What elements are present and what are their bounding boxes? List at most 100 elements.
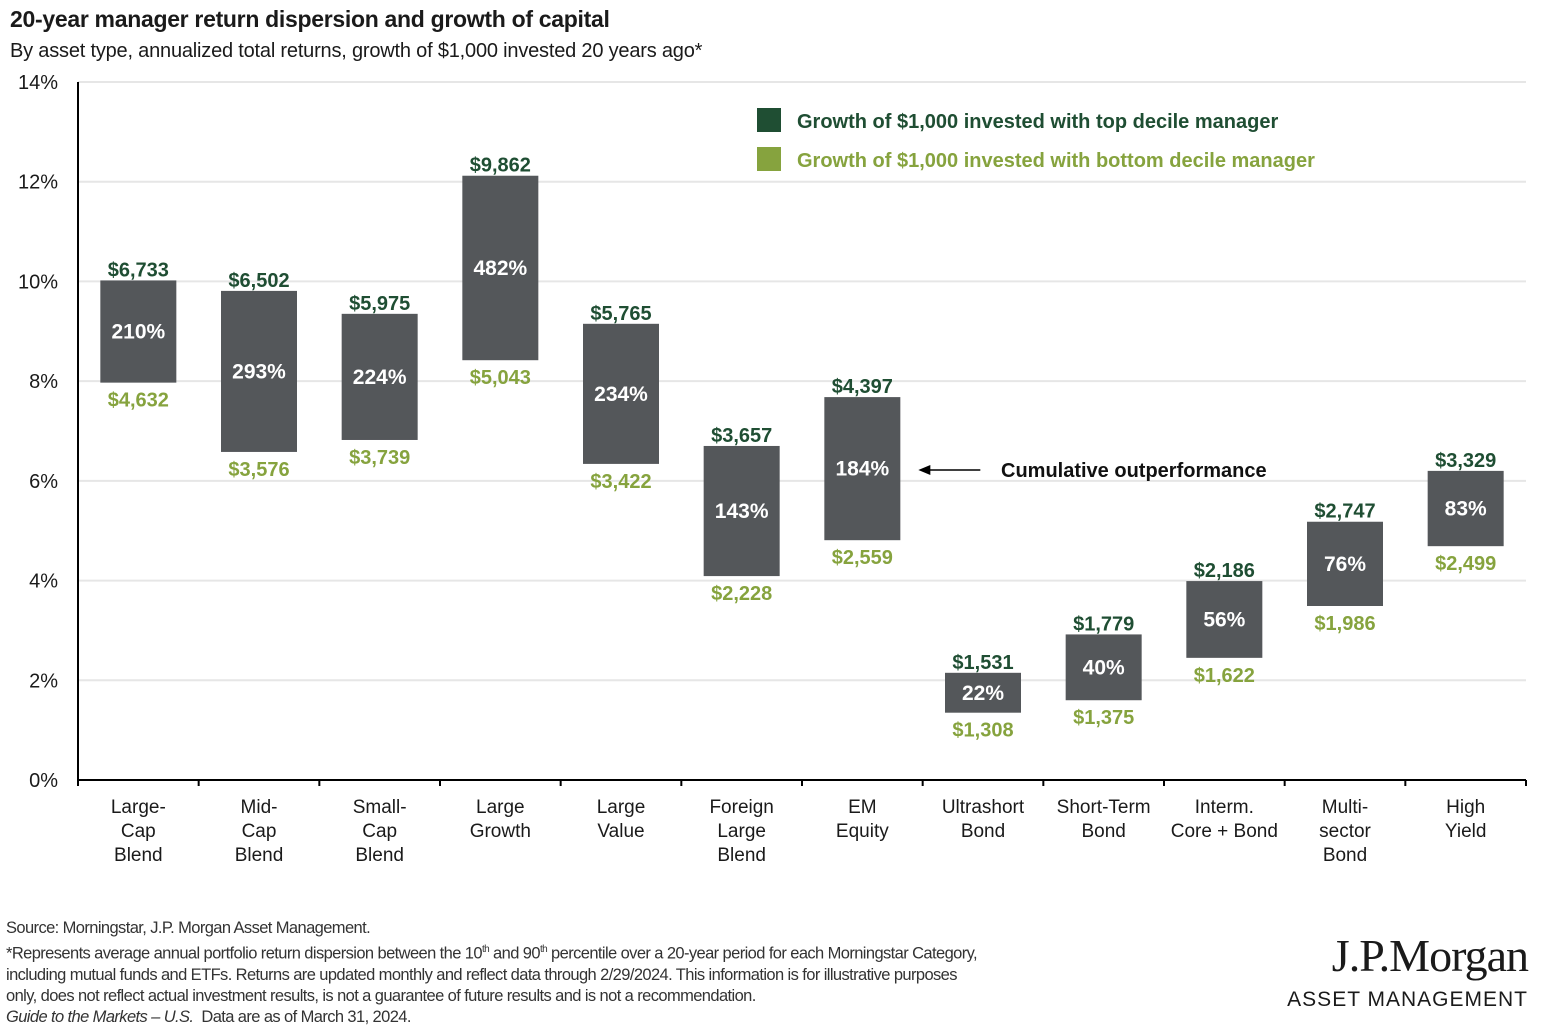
- x-category-line: High: [1446, 797, 1485, 818]
- outperformance-label: 56%: [1203, 608, 1245, 631]
- x-category-line: Bond: [1081, 821, 1125, 842]
- data-date: Data are as of March 31, 2024.: [193, 1007, 411, 1026]
- legend-label: Growth of $1,000 invested with top decil…: [797, 111, 1278, 133]
- logo-subtitle: ASSET MANAGEMENT: [1287, 988, 1528, 1011]
- outperformance-label: 234%: [594, 383, 648, 406]
- y-tick-label: 10%: [18, 271, 58, 293]
- bottom-decile-label: $1,308: [952, 720, 1013, 742]
- y-tick-label: 8%: [29, 371, 58, 393]
- x-category-line: Value: [597, 821, 644, 842]
- bottom-decile-label: $1,986: [1314, 613, 1375, 635]
- x-category-line: Yield: [1445, 821, 1487, 842]
- x-category-label: Foreign Large Blend: [709, 797, 773, 866]
- x-category-line: Multi-: [1322, 797, 1368, 818]
- y-tick-label: 14%: [18, 72, 58, 94]
- top-decile-label: $2,186: [1194, 560, 1255, 582]
- bottom-decile-label: $1,375: [1073, 707, 1134, 729]
- top-decile-label: $6,733: [108, 259, 169, 281]
- bar-group: 482% $9,862 $5,043: [462, 155, 539, 389]
- bottom-decile-label: $3,422: [590, 471, 651, 493]
- y-tick-label: 2%: [29, 670, 58, 692]
- x-category-line: Blend: [235, 845, 284, 866]
- footnote-sup: th: [539, 944, 548, 955]
- outperformance-label: 482%: [473, 257, 527, 280]
- source-note: Source: Morningstar, J.P. Morgan Asset M…: [6, 919, 371, 937]
- bar-group: 83% $3,329 $2,499: [1427, 450, 1504, 575]
- outperformance-label: 83%: [1445, 498, 1487, 521]
- legend-label: Growth of $1,000 invested with bottom de…: [797, 150, 1315, 172]
- x-category-line: Bond: [961, 821, 1005, 842]
- x-category-label: Large- Cap Blend: [111, 797, 166, 866]
- x-category-label: High Yield: [1445, 797, 1487, 842]
- y-tick-label: 12%: [18, 172, 58, 194]
- x-category-line: sector: [1319, 821, 1371, 842]
- x-category-line: Blend: [717, 845, 766, 866]
- x-category-line: Blend: [114, 845, 163, 866]
- gridlines: [78, 81, 1526, 682]
- y-axis-ticks: 0% 2% 4% 6% 8% 10% 12% 14%: [18, 72, 58, 792]
- top-decile-label: $3,657: [711, 425, 772, 447]
- annotation: Cumulative outperformance: [918, 460, 1267, 482]
- top-decile-label: $1,779: [1073, 613, 1134, 635]
- range-bar: [824, 397, 901, 541]
- outperformance-label: 76%: [1324, 553, 1366, 576]
- guide-title: Guide to the Markets – U.S.: [6, 1007, 194, 1026]
- chart-title: 20-year manager return dispersion and gr…: [10, 6, 610, 32]
- range-bar: [221, 290, 297, 452]
- x-category-label: EM Equity: [836, 797, 889, 842]
- x-category-label: Interm. Core + Bond: [1171, 797, 1278, 842]
- bar-group: 293% $6,502 $3,576: [221, 270, 297, 481]
- x-category-line: Small-: [353, 797, 407, 818]
- x-category-line: Mid-: [241, 797, 278, 818]
- footnote-line-2: including mutual funds and ETFs. Returns…: [6, 965, 958, 984]
- footnote-text: and 90: [489, 944, 540, 963]
- bar-group: 22% $1,531 $1,308: [945, 652, 1021, 742]
- outperformance-label: 224%: [353, 366, 407, 389]
- range-bar: [462, 175, 539, 361]
- x-category-line: Ultrashort: [942, 797, 1025, 818]
- x-category-line: Bond: [1323, 845, 1367, 866]
- x-category-line: Large: [597, 797, 646, 818]
- arrow-left-icon: [918, 465, 931, 475]
- axes: [77, 82, 1527, 786]
- range-bar: [1307, 521, 1383, 606]
- guide-note: Guide to the Markets – U.S. Data are as …: [6, 1007, 1296, 1028]
- x-axis-labels: Large- Cap Blend Mid- Cap Blend Small- Cap Blend…: [111, 797, 1487, 866]
- x-category-label: Large Growth: [470, 797, 531, 842]
- legend: Growth of $1,000 invested with top decil…: [757, 108, 1315, 172]
- range-bar: [1427, 470, 1504, 547]
- outperformance-label: 293%: [232, 360, 286, 383]
- bars: 210% $6,733 $4,632 293% $6,502 $3,576 224% $5,9…: [100, 155, 1504, 742]
- x-category-label: Multi-sector Bond: [1319, 797, 1371, 866]
- footnote-sup: th: [481, 944, 490, 955]
- range-bar: [341, 313, 418, 440]
- bottom-decile-label: $2,228: [711, 583, 772, 605]
- x-category-line: Cap: [242, 821, 277, 842]
- outperformance-label: 143%: [715, 500, 769, 523]
- top-decile-label: $4,397: [832, 376, 893, 398]
- bar-group: 76% $2,747 $1,986: [1307, 501, 1383, 635]
- bottom-decile-label: $4,632: [108, 390, 169, 412]
- range-bar: [703, 445, 780, 577]
- range-bar: [583, 323, 659, 464]
- bottom-decile-label: $2,499: [1435, 553, 1496, 575]
- bar-group: 210% $6,733 $4,632: [100, 259, 177, 412]
- chart-area: 0% 2% 4% 6% 8% 10% 12% 14% 210% $6,733 $4,632 293%…: [18, 72, 1527, 866]
- x-category-line: Foreign: [709, 797, 773, 818]
- top-decile-label: $6,502: [228, 270, 289, 292]
- outperformance-label: 22%: [962, 682, 1004, 705]
- annotation-text: Cumulative outperformance: [1001, 460, 1267, 482]
- range-bar: [1186, 581, 1263, 658]
- x-category-line: Core + Bond: [1171, 821, 1278, 842]
- x-category-label: Short-Term Bond: [1057, 797, 1151, 842]
- top-decile-label: $1,531: [952, 652, 1013, 674]
- bar-group: 56% $2,186 $1,622: [1186, 560, 1263, 687]
- bar-group: 143% $3,657 $2,228: [703, 425, 780, 605]
- range-bar: [100, 280, 177, 383]
- x-category-line: Large: [476, 797, 525, 818]
- logo-wordmark: J.P.Morgan: [1331, 930, 1529, 981]
- top-decile-label: $3,329: [1435, 450, 1496, 472]
- bottom-decile-label: $5,043: [470, 367, 531, 389]
- footnote-text: percentile over a 20-year period for eac…: [547, 944, 978, 963]
- top-decile-label: $2,747: [1314, 501, 1375, 523]
